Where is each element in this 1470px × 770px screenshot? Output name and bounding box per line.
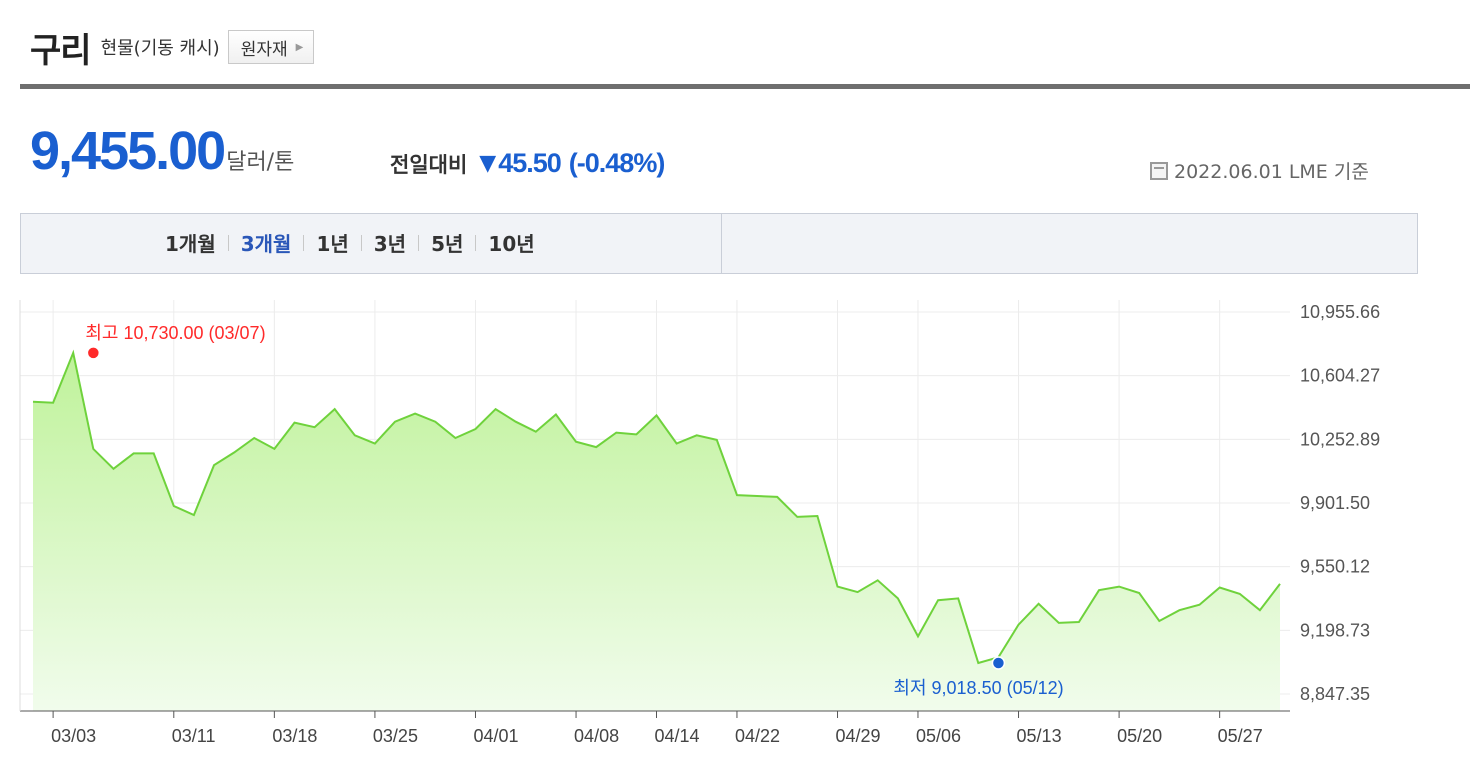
x-tick-label: 03/03 (51, 726, 96, 746)
category-button[interactable]: 원자재 ▶ (227, 30, 315, 64)
low-point-marker (991, 656, 1006, 670)
price-unit: 달러/톤 (226, 150, 295, 175)
x-tick-label: 04/01 (473, 726, 518, 746)
tab-separator (360, 234, 362, 251)
as-of-text: 2022.06.01 LME 기준 (1174, 161, 1369, 183)
x-tick-label: 05/27 (1218, 726, 1263, 746)
calendar-icon (1150, 161, 1168, 180)
axes (19, 300, 1290, 718)
x-tick-label: 05/06 (916, 726, 961, 746)
x-tick-label: 05/13 (1017, 726, 1062, 746)
header: 구리 현물(기동 캐시) 원자재 ▶ (30, 22, 315, 72)
current-price: 9,455.00 (30, 121, 226, 181)
y-axis-labels: 10,955.66 10,604.27 10,252.89 9,901.50 9,550… (1300, 302, 1380, 704)
x-tick-label: 05/20 (1117, 726, 1162, 746)
price-line (32, 349, 1281, 665)
as-of-info: 2022.06.01 LME 기준 (1150, 157, 1369, 184)
price-chart: 10,955.66 10,604.27 10,252.89 9,901.50 9,550… (19, 300, 1380, 746)
period-tab[interactable]: 10년 (488, 232, 535, 256)
tab-separator (227, 234, 229, 251)
tab-separator (475, 234, 477, 251)
category-button-label: 원자재 (240, 39, 288, 60)
header-divider (20, 84, 1470, 89)
commodity-title: 구리 (30, 30, 92, 71)
x-tick-label: 04/14 (655, 726, 700, 746)
high-label: 최고 10,730.00 (03/07) (85, 323, 265, 343)
period-tab[interactable]: 1개월 (165, 232, 216, 256)
commodity-subtitle: 현물(기동 캐시) (100, 38, 220, 59)
low-label: 최저 9,018.50 (05/12) (893, 678, 1063, 698)
price-area (33, 352, 1280, 711)
change-block: 전일대비 ▼ 45.50 (-0.48%) (390, 148, 666, 179)
x-tick-label: 04/22 (735, 726, 780, 746)
y-tick-label: 10,955.66 (1300, 302, 1380, 322)
y-tick-label: 10,252.89 (1300, 429, 1380, 449)
high-low-markers: 최고 10,730.00 (03/07) 최저 9,018.50 (05/12) (85, 323, 1063, 698)
tab-separator (303, 234, 305, 251)
period-tab[interactable]: 1년 (316, 232, 349, 256)
period-tab[interactable]: 3개월 (240, 232, 292, 256)
x-tick-label: 03/18 (272, 726, 317, 746)
x-axis-labels: 03/03 03/11 03/18 03/25 04/01 04/08 04/14 04/22… (51, 726, 1263, 746)
period-tab[interactable]: 5년 (431, 232, 464, 256)
period-bar-divider (721, 214, 722, 273)
price-block: 9,455.00 달러/톤 (30, 120, 294, 182)
y-tick-label: 9,901.50 (1300, 493, 1370, 513)
tab-separator (418, 234, 420, 251)
y-tick-label: 10,604.27 (1300, 366, 1380, 386)
period-selector: 1개월 3개월 1년 3년 5년 10년 (20, 213, 1418, 274)
y-tick-label: 8,847.35 (1300, 684, 1370, 704)
x-tick-label: 04/29 (836, 726, 881, 746)
down-triangle-icon: ▼ (479, 151, 497, 176)
x-tick-label: 04/08 (574, 726, 619, 746)
x-tick-label: 03/11 (172, 726, 216, 746)
x-tick-label: 03/25 (373, 726, 418, 746)
period-tab[interactable]: 3년 (373, 232, 407, 256)
y-tick-label: 9,198.73 (1300, 620, 1370, 640)
y-tick-label: 9,550.12 (1300, 557, 1370, 577)
period-tabs: 1개월 3개월 1년 3년 5년 10년 (161, 228, 539, 257)
change-percent: (-0.48%) (568, 148, 666, 178)
change-value: 45.50 (498, 148, 562, 178)
chevron-right-icon: ▶ (295, 41, 304, 53)
change-label: 전일대비 (390, 152, 468, 177)
high-point-marker (86, 346, 101, 360)
